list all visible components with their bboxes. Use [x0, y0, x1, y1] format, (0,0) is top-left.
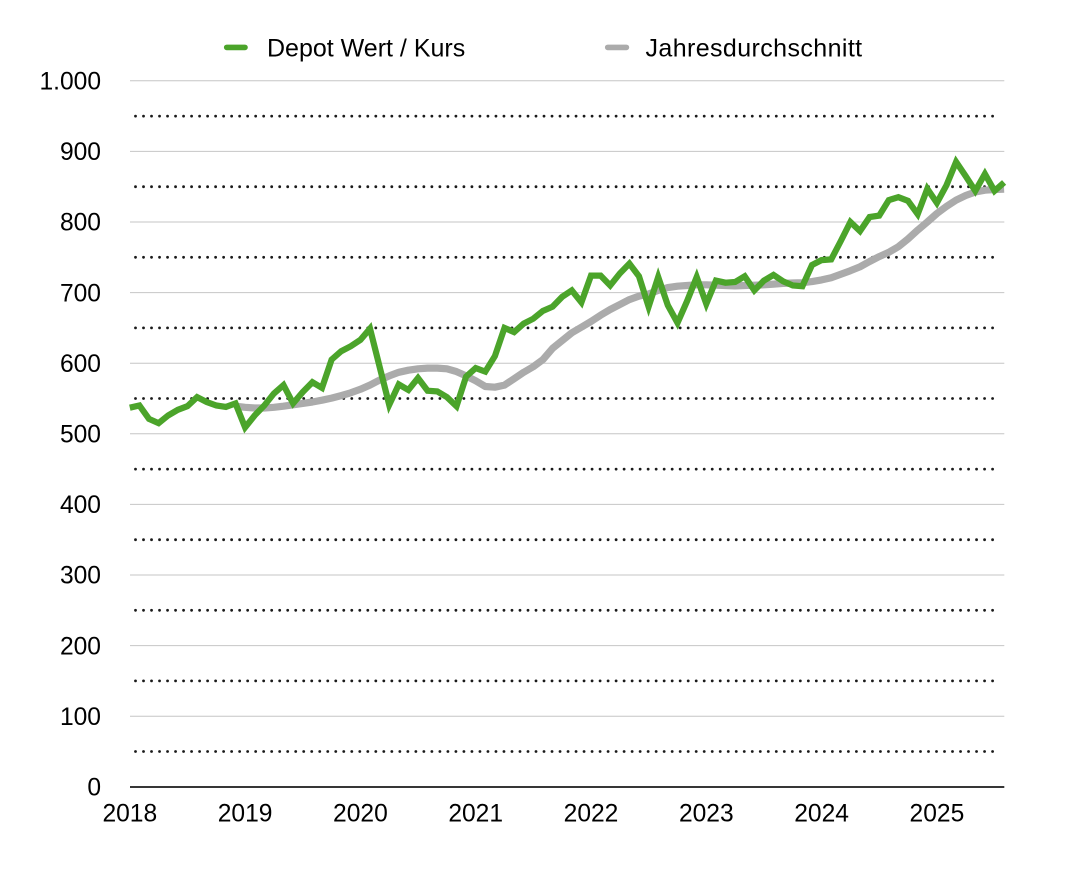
svg-text:2019: 2019: [218, 801, 273, 828]
svg-text:2021: 2021: [448, 801, 503, 828]
svg-text:200: 200: [60, 633, 101, 660]
svg-text:2024: 2024: [794, 801, 849, 828]
svg-text:0: 0: [87, 775, 101, 802]
svg-text:500: 500: [60, 422, 101, 449]
svg-text:1.000: 1.000: [39, 69, 101, 96]
svg-text:2025: 2025: [910, 801, 965, 828]
svg-text:2020: 2020: [333, 801, 388, 828]
svg-text:900: 900: [60, 139, 101, 166]
svg-text:2022: 2022: [564, 801, 619, 828]
svg-text:600: 600: [60, 351, 101, 378]
svg-text:100: 100: [60, 704, 101, 731]
svg-text:2023: 2023: [679, 801, 734, 828]
svg-text:Jahresdurchschnitt: Jahresdurchschnitt: [646, 34, 863, 62]
svg-text:300: 300: [60, 563, 101, 590]
svg-text:400: 400: [60, 492, 101, 519]
svg-text:700: 700: [60, 280, 101, 307]
svg-text:800: 800: [60, 210, 101, 237]
svg-text:Depot Wert / Kurs: Depot Wert / Kurs: [267, 34, 465, 62]
svg-text:2018: 2018: [102, 801, 157, 828]
